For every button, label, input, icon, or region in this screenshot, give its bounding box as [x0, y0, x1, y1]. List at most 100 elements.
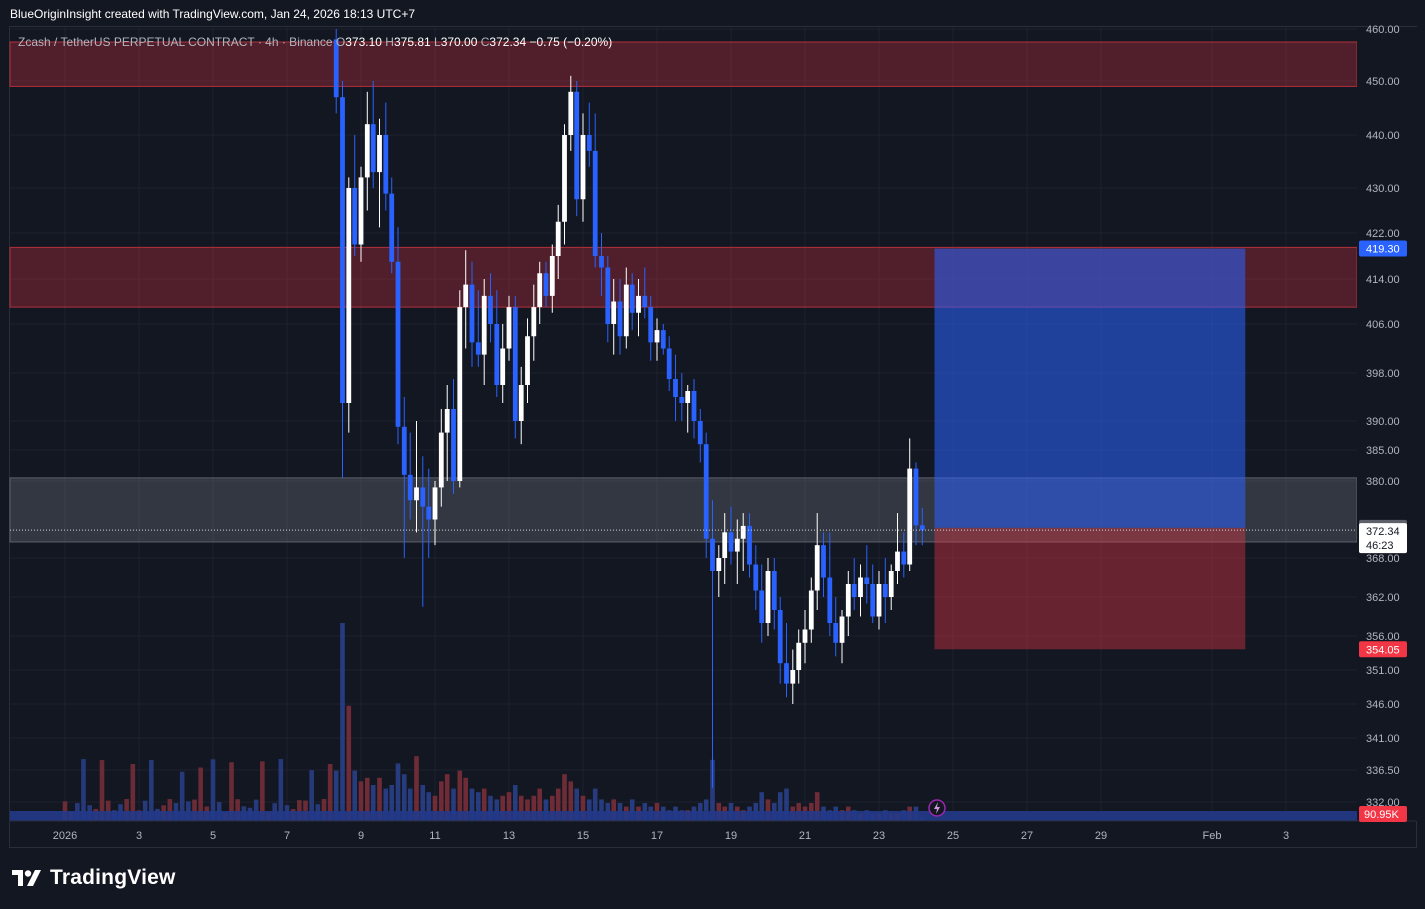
candle-body: [765, 571, 771, 623]
volume-bar: [629, 799, 635, 821]
candle-body: [420, 487, 426, 507]
stop-price-label: 354.05: [1366, 644, 1400, 656]
candle-body: [796, 642, 802, 670]
candle-body: [888, 571, 894, 597]
candle-body: [845, 584, 851, 617]
volume-bar: [586, 799, 592, 821]
candle-body: [512, 307, 518, 421]
volume-bar: [710, 759, 715, 821]
lightning-icon-glyph: [934, 802, 940, 814]
volume-bars: [10, 623, 1357, 821]
volume-bar: [364, 777, 370, 821]
candle-body: [592, 150, 598, 256]
candle-body: [389, 193, 395, 262]
volume-bar: [253, 799, 259, 821]
volume-bar: [420, 785, 426, 821]
tradingview-logo[interactable]: TradingView: [12, 866, 176, 890]
volume-bar: [192, 799, 197, 821]
time-tick-label: 13: [503, 830, 515, 842]
volume-bar: [438, 781, 444, 821]
price-tick-label: 346.00: [1366, 699, 1400, 711]
volume-bar: [352, 770, 358, 821]
candle-body: [636, 295, 641, 313]
volume-bar: [703, 799, 709, 821]
candle-body: [586, 135, 592, 151]
volume-bar: [105, 800, 111, 821]
price-tick-label: 440.00: [1366, 130, 1400, 142]
candle-body: [494, 324, 500, 385]
volume-bar: [568, 781, 574, 821]
volume-bar: [765, 799, 771, 821]
change-value: −0.75 (−0.20%): [529, 35, 613, 49]
time-tick-label: 9: [358, 830, 364, 842]
candle-body: [864, 577, 870, 584]
price-tick-label: 380.00: [1366, 476, 1400, 488]
volume-bar: [142, 800, 148, 821]
candle-body: [605, 267, 611, 324]
price-tick-label: 356.00: [1366, 631, 1400, 643]
candle-body: [481, 295, 487, 355]
volume-bar: [525, 799, 530, 821]
volume-value-label: 90.95K: [1364, 809, 1400, 821]
time-tick-label: 23: [873, 830, 885, 842]
candle-body: [759, 590, 765, 623]
candle-body: [574, 91, 580, 200]
volume-bar: [488, 795, 493, 821]
candle-body: [870, 584, 876, 617]
close-value: 372.34: [489, 35, 527, 49]
volume-bar: [463, 777, 469, 821]
tradingview-brand: TradingView: [50, 866, 176, 889]
candle-body: [790, 670, 796, 684]
volume-bar: [395, 763, 401, 821]
volume-bar: [346, 705, 352, 821]
symbol-name[interactable]: Zcash / TetherUS PERPETUAL CONTRACT · 4h…: [18, 35, 333, 49]
candle-body: [457, 307, 463, 481]
volume-bar: [377, 777, 382, 821]
volume-bar: [130, 764, 136, 821]
time-tick-label: 17: [651, 830, 663, 842]
volume-bar: [531, 795, 537, 821]
time-tick-label: 15: [577, 830, 589, 842]
candle-body: [734, 538, 740, 552]
candle-body: [469, 284, 475, 343]
volume-bar: [537, 788, 543, 821]
time-tick-label: 19: [725, 830, 737, 842]
candles: [10, 29, 1357, 788]
volume-bar: [599, 799, 604, 821]
last-price-label: 372.34: [1366, 526, 1400, 538]
candle-body: [839, 616, 845, 643]
time-axis: 2026 3 5 7 9 11 13 15 17 19 21 23 25 27 29 Feb 3: [10, 820, 1416, 842]
close-label: C: [480, 35, 490, 49]
candle-body: [543, 273, 549, 296]
volume-bar: [340, 623, 345, 821]
candle-body: [753, 564, 759, 591]
price-tick-label: 362.00: [1366, 592, 1400, 604]
candle-body: [518, 385, 524, 421]
price-tick-label: 336.50: [1366, 765, 1400, 777]
candle-body: [771, 571, 777, 610]
price-tick-label: 351.00: [1366, 665, 1400, 677]
price-tick-label: 422.00: [1366, 228, 1400, 240]
candle-body: [395, 261, 401, 427]
volume-bar: [210, 759, 216, 821]
candle-body: [580, 135, 586, 200]
candle-body: [716, 558, 722, 571]
candle-body: [525, 336, 530, 385]
candle-body: [851, 584, 857, 597]
high-label: H: [385, 35, 394, 49]
time-tick-label: 7: [284, 830, 290, 842]
price-tick-label: 414.00: [1366, 274, 1400, 286]
time-tick-label: 21: [799, 830, 811, 842]
candle-countdown-label: 46:23: [1366, 540, 1394, 552]
volume-bar: [444, 774, 450, 821]
target-price-label: 419.30: [1366, 244, 1400, 256]
price-tick-label: 450.00: [1366, 76, 1400, 88]
volume-bar: [278, 759, 284, 821]
candle-body: [648, 307, 654, 343]
candle-body: [660, 330, 666, 349]
volume-baseline: [10, 811, 1357, 821]
candle-body: [488, 295, 493, 324]
candle-body: [919, 525, 925, 531]
candle-body: [802, 629, 808, 643]
